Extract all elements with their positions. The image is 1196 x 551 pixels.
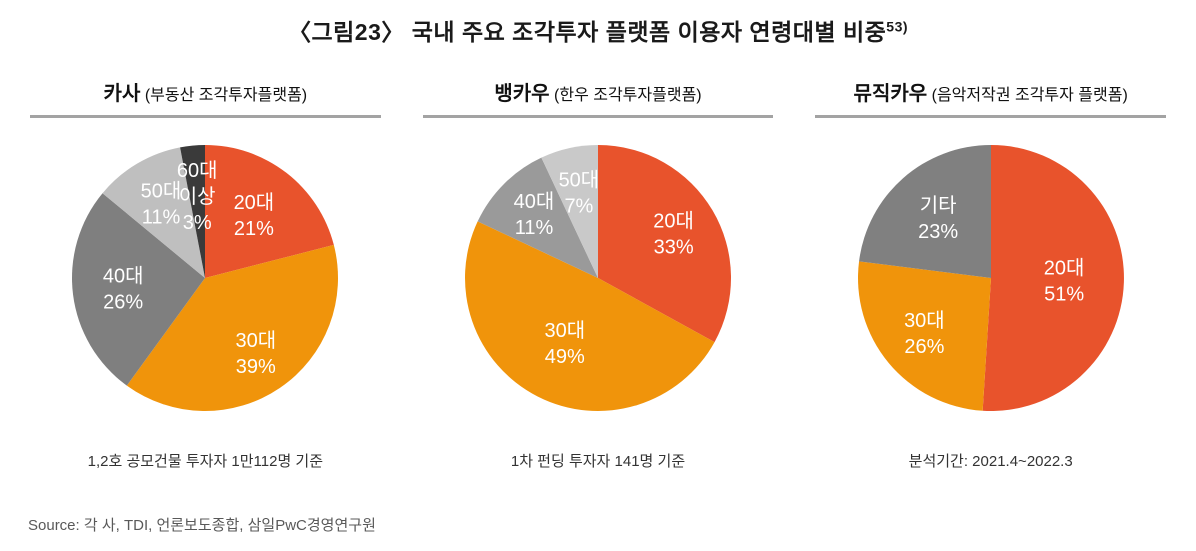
chart-caption: 1,2호 공모건물 투자자 1만112명 기준 xyxy=(87,453,324,470)
platform-description: (부동산 조각투자플랫폼) xyxy=(144,87,308,104)
platform-description: (음악저작권 조각투자 플랫폼) xyxy=(931,87,1128,104)
platform-name: 뮤직카우 xyxy=(853,83,928,105)
pie-slice xyxy=(541,145,598,278)
pie-slice xyxy=(180,145,206,278)
chart-caption: 1차 펀딩 투자자 141명 기준 xyxy=(510,453,686,470)
pie-slice xyxy=(127,244,339,412)
pie-slice-label: 40대 26% xyxy=(103,264,144,313)
pie-slice xyxy=(477,157,598,278)
pie-slice xyxy=(465,221,715,411)
platform-name: 뱅카우 xyxy=(494,83,550,105)
pie-slice-label: 20대 33% xyxy=(653,209,694,258)
chart-musicow: 뮤직카우 (음악저작권 조각투자 플랫폼) 20대 51% 30대 26% 기타 23% … xyxy=(815,77,1167,471)
pie-slice-label: 30대 39% xyxy=(236,329,277,378)
chart-kasa: 카사 (부동산 조각투자플랫폼) 20대 21% 30대 39% 40대 26% 50대 11… xyxy=(30,77,381,471)
chart-header-musicow: 뮤직카우 (음악저작권 조각투자 플랫폼) xyxy=(815,77,1167,118)
charts-row: 카사 (부동산 조각투자플랫폼) 20대 21% 30대 39% 40대 26% 50대 11… xyxy=(0,47,1196,471)
pie-chart-kasa: 20대 21% 30대 39% 40대 26% 50대 11%60대 이상 3% xyxy=(72,145,339,412)
platform-description: (한우 조각투자플랫폼) xyxy=(554,87,702,104)
pie-slice xyxy=(598,145,731,343)
pie-chart-musicow: 20대 51% 30대 26% 기타 23% xyxy=(857,145,1124,411)
pie-slice xyxy=(205,145,335,278)
chart-caption: 분석기간: 2021.4~2022.3 xyxy=(908,453,1073,470)
pie-slice xyxy=(858,145,991,278)
pie-chart-bancow: 20대 33% 30대 49% 40대 11%50대 7% xyxy=(465,145,731,411)
pie-slice-label: 기타 23% xyxy=(918,194,958,243)
figure-title: 〈그림23〉 국내 주요 조각투자 플랫폼 이용자 연령대별 비중53) xyxy=(0,0,1196,47)
pie-slice-label: 50대 7% xyxy=(559,168,600,217)
pie-slice-label: 30대 26% xyxy=(904,309,945,358)
pie-slice-label: 60대 이상 3% xyxy=(177,159,218,234)
pie-slice-label: 20대 51% xyxy=(1043,256,1084,305)
pie-slice xyxy=(982,145,1124,411)
pie-slice-label: 40대 11% xyxy=(514,190,555,239)
pie-slice xyxy=(857,261,991,411)
pie-slice xyxy=(72,193,206,386)
chart-bancow: 뱅카우 (한우 조각투자플랫폼) 20대 33% 30대 49% 40대 11% 50대 7%… xyxy=(422,77,774,471)
footnote-marker: 53) xyxy=(886,18,909,35)
figure-title-text: 〈그림23〉 국내 주요 조각투자 플랫폼 이용자 연령대별 비중 xyxy=(287,19,887,45)
pie-slice xyxy=(102,147,206,278)
source-note: Source: 각 사, TDI, 언론보도종합, 삼일PwC경영연구원 xyxy=(28,517,376,534)
platform-name: 카사 xyxy=(103,83,141,105)
pie-slice-label: 30대 49% xyxy=(544,319,585,368)
chart-header-bancow: 뱅카우 (한우 조각투자플랫폼) xyxy=(422,77,774,118)
pie-slice-label: 20대 21% xyxy=(234,191,275,240)
chart-header-kasa: 카사 (부동산 조각투자플랫폼) xyxy=(30,77,381,118)
pie-slice-label: 50대 11% xyxy=(141,180,182,229)
